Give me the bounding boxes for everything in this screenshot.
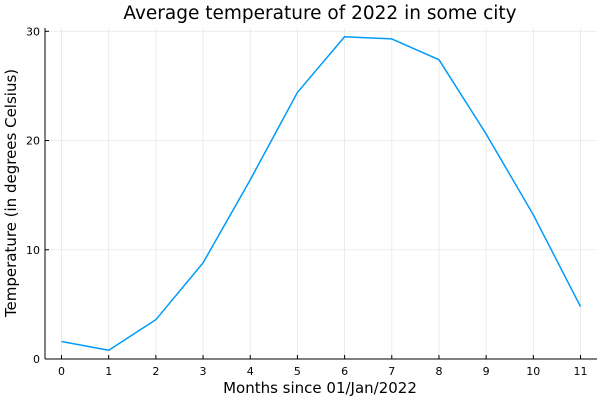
grid-lines: [45, 28, 597, 360]
x-tick-label: 10: [526, 365, 540, 378]
x-tick-label: 4: [247, 365, 254, 378]
y-tick-label: 10: [26, 244, 40, 257]
y-axis-label: Temperature (in degrees Celsius): [2, 69, 20, 318]
y-tick-label: 20: [26, 135, 40, 148]
x-tick-label: 0: [58, 365, 65, 378]
y-tick-label: 0: [33, 353, 40, 366]
y-tick-label: 30: [26, 25, 40, 38]
series-line-0: [61, 35, 582, 352]
ticks: 0 1 2 3 4 5 6 7 8 9 10 11 0 10 20 30: [26, 25, 587, 378]
x-tick-label: 3: [200, 365, 207, 378]
x-tick-label: 6: [341, 365, 348, 378]
x-axis-label: Months since 01/Jan/2022: [223, 379, 417, 397]
series-layer: [61, 35, 582, 352]
axes: [44, 28, 597, 360]
chart-title: Average temperature of 2022 in some city: [123, 3, 516, 24]
x-tick-label: 5: [294, 365, 301, 378]
x-tick-label: 1: [105, 365, 112, 378]
x-tick-label: 7: [388, 365, 395, 378]
x-tick-label: 8: [435, 365, 442, 378]
x-tick-label: 2: [152, 365, 159, 378]
x-tick-label: 9: [483, 365, 490, 378]
x-tick-label: 11: [573, 365, 587, 378]
